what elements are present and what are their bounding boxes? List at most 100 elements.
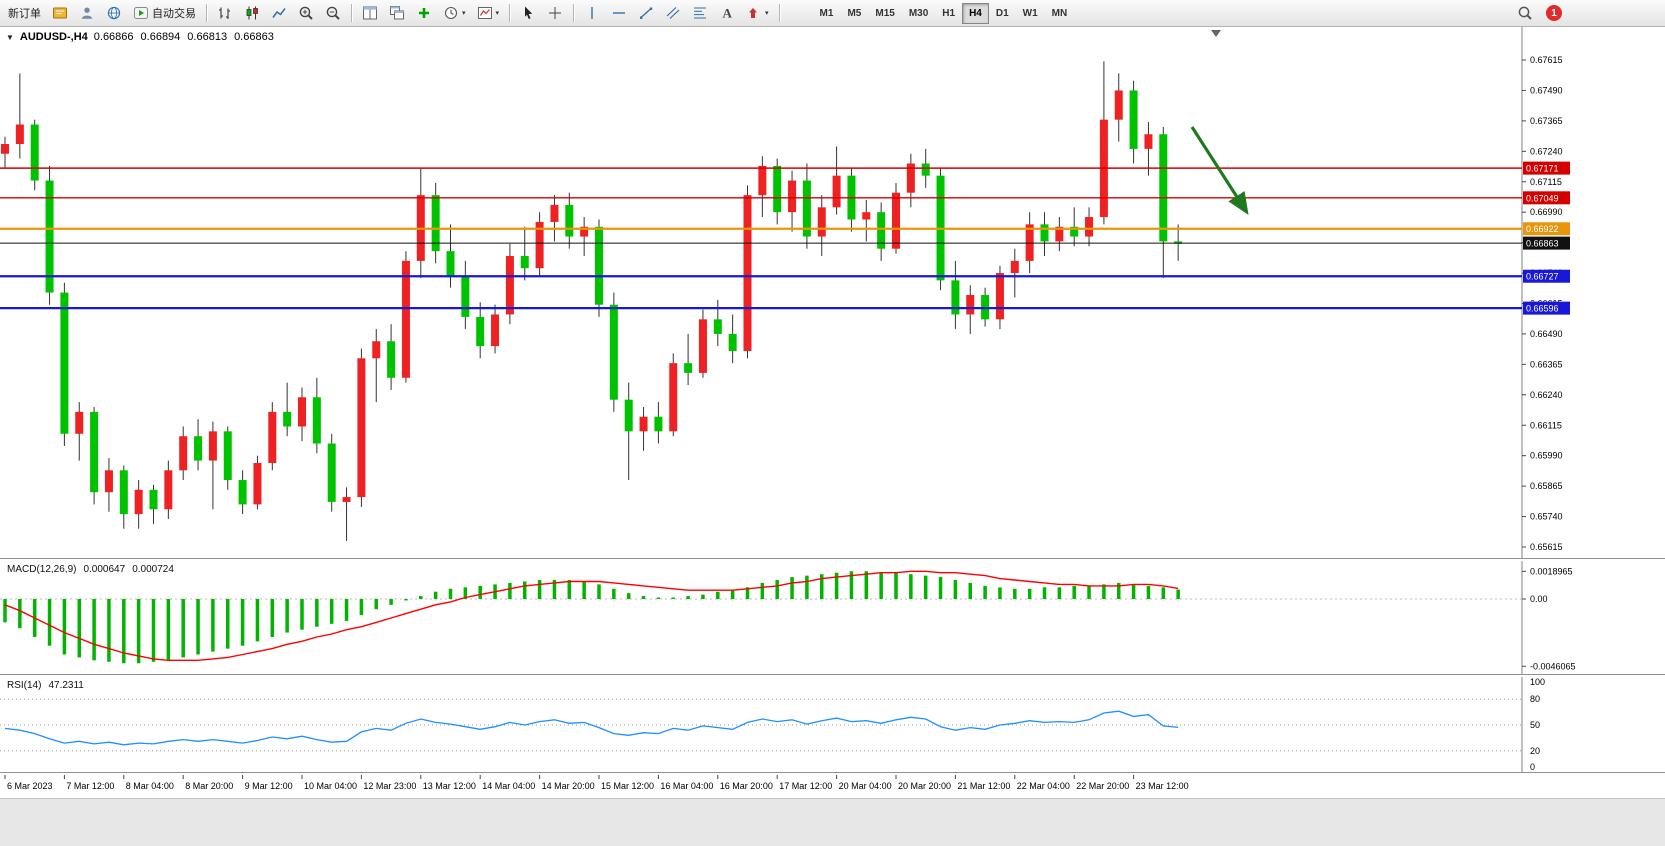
- candle-body: [624, 399, 633, 432]
- indicators-button[interactable]: [411, 2, 437, 25]
- cursor-button[interactable]: [515, 2, 541, 25]
- channel-button[interactable]: [660, 2, 686, 25]
- search-icon: [1518, 6, 1532, 20]
- candle-body: [164, 470, 173, 510]
- toolbar-right-group: 1: [1512, 2, 1562, 25]
- macd-panel[interactable]: 0.0018965 0.00 -0.0046065: [0, 561, 1665, 674]
- timeframe-button-m5[interactable]: M5: [840, 3, 868, 24]
- fibonacci-button[interactable]: [687, 2, 713, 25]
- line-chart-button[interactable]: [266, 2, 292, 25]
- periods-button[interactable]: ▾: [438, 2, 471, 25]
- candlestick-icon: [246, 6, 258, 20]
- timeframe-button-h1[interactable]: H1: [935, 3, 962, 24]
- chart-window: ▼ AUDUSD-,H4 0.66866 0.66894 0.66813 0.6…: [0, 27, 1665, 846]
- notification-badge[interactable]: 1: [1546, 5, 1562, 21]
- x-axis-label: 20 Mar 04:00: [839, 781, 892, 791]
- timeframe-group: M1 M5 M15 M30 H1 H4 D1 W1 MN: [813, 2, 1075, 24]
- candle-body: [30, 124, 39, 181]
- panel-splitter[interactable]: [0, 674, 1665, 676]
- cascade-windows-icon: [390, 6, 404, 20]
- crosshair-button[interactable]: [542, 2, 568, 25]
- panel-splitter[interactable]: [0, 558, 1665, 560]
- macd-signal-line: [4, 570, 1179, 662]
- text-tool-button[interactable]: A: [714, 2, 740, 25]
- timeframe-button-m15[interactable]: M15: [868, 3, 901, 24]
- candle-body: [149, 489, 158, 510]
- timeframe-button-h4[interactable]: H4: [962, 2, 989, 24]
- candle-body: [357, 358, 366, 498]
- price-tag-label: 0.67171: [1526, 164, 1559, 174]
- toolbar-separator: [573, 4, 575, 22]
- template-icon: [477, 7, 492, 19]
- candle-body: [90, 411, 99, 493]
- time-axis[interactable]: 6 Mar 2023 7 Mar 12:00 8 Mar 04:00 8 Mar 20…: [0, 775, 1665, 797]
- vertical-line-icon: [591, 7, 593, 19]
- fibonacci-icon: [694, 7, 707, 19]
- candle-body: [639, 416, 648, 432]
- candle-body: [609, 304, 618, 400]
- price-chart[interactable]: 0.67615 0.67490 0.67365 0.67240 0.67115 0.669…: [0, 27, 1665, 558]
- timeframe-button-w1[interactable]: W1: [1016, 3, 1045, 24]
- timeframe-button-m30[interactable]: M30: [902, 3, 935, 24]
- zoom-out-button[interactable]: [320, 2, 346, 25]
- candle-body: [491, 314, 500, 347]
- symbol-dropdown-icon[interactable]: ▼: [6, 32, 14, 42]
- rsi-axis-label: 0: [1530, 762, 1535, 772]
- tile-windows-button[interactable]: [357, 2, 383, 25]
- price-tag: [1523, 301, 1570, 315]
- trendline-button[interactable]: [633, 2, 659, 25]
- trendline-icon: [640, 7, 653, 19]
- timeframe-button-mn[interactable]: MN: [1045, 3, 1075, 24]
- macd-axis-label: 0.00: [1530, 594, 1548, 604]
- annotation-arrow[interactable]: [1190, 126, 1249, 216]
- chevron-down-icon: ▾: [462, 9, 466, 17]
- main-toolbar: 新订单 自动交易 ▾ ▾: [0, 0, 1665, 27]
- line-chart-icon: [272, 8, 286, 18]
- templates-button[interactable]: ▾: [472, 2, 505, 25]
- chart-title-bar: ▼ AUDUSD-,H4 0.66866 0.66894 0.66813 0.6…: [6, 31, 274, 43]
- auto-trading-button[interactable]: 自动交易: [128, 2, 201, 25]
- market-watch-button[interactable]: [47, 2, 73, 25]
- cascade-windows-button[interactable]: [384, 2, 410, 25]
- candle-body: [1010, 260, 1019, 274]
- candle-body: [758, 165, 767, 196]
- candle-body: [520, 256, 529, 269]
- rsi-panel[interactable]: 100 80 50 20 0: [0, 677, 1665, 772]
- candle-body: [431, 195, 440, 252]
- website-button[interactable]: [101, 2, 127, 25]
- rsi-value: 47.2311: [48, 680, 84, 691]
- x-axis-label: 7 Mar 12:00: [66, 781, 114, 791]
- candle-body: [104, 470, 113, 493]
- candle-body: [535, 221, 544, 269]
- x-axis-label: 6 Mar 2023: [7, 781, 53, 791]
- macd-label: MACD(12,26,9) 0.000647 0.000724: [7, 564, 174, 575]
- new-order-button[interactable]: 新订单: [3, 2, 46, 25]
- candle-body: [60, 292, 69, 434]
- community-button[interactable]: [74, 2, 100, 25]
- candle-body: [595, 226, 603, 305]
- candlestick-chart-button[interactable]: [239, 2, 265, 25]
- vertical-line-button[interactable]: [579, 2, 605, 25]
- timeframe-button-m1[interactable]: M1: [813, 3, 841, 24]
- clock-icon: [444, 6, 458, 20]
- y-axis-label: 0.65740: [1530, 512, 1563, 522]
- candle-body: [401, 260, 410, 378]
- bar-chart-button[interactable]: [212, 2, 238, 25]
- candle-body: [461, 275, 470, 317]
- tile-windows-icon: [363, 6, 377, 20]
- horizontal-line-button[interactable]: [606, 2, 632, 25]
- candle-body: [728, 333, 737, 351]
- arrows-tool-button[interactable]: ▾: [741, 2, 774, 25]
- timeframe-button-d1[interactable]: D1: [989, 3, 1016, 24]
- candle-body: [550, 204, 559, 222]
- panel-splitter[interactable]: [0, 772, 1665, 774]
- rsi-label: RSI(14) 47.2311: [7, 680, 84, 691]
- x-axis-label: 22 Mar 04:00: [1017, 781, 1070, 791]
- candle-body: [268, 411, 277, 463]
- price-tag: [1523, 222, 1570, 236]
- chart-shift-marker[interactable]: [1211, 30, 1221, 37]
- search-button[interactable]: [1512, 2, 1538, 25]
- zoom-in-button[interactable]: [293, 2, 319, 25]
- candle-body: [327, 443, 336, 502]
- price-tag-label: 0.66922: [1526, 224, 1559, 234]
